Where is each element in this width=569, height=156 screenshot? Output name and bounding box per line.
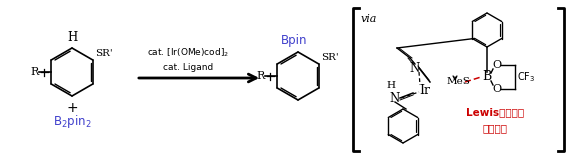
Text: R: R — [30, 67, 38, 77]
Text: +: + — [66, 101, 78, 115]
Text: N: N — [410, 61, 420, 75]
Text: B$_2$pin$_2$: B$_2$pin$_2$ — [53, 114, 91, 131]
Text: CF$_3$: CF$_3$ — [517, 70, 535, 84]
Text: SR': SR' — [321, 53, 339, 62]
Text: R: R — [256, 71, 264, 81]
Text: 相互作用: 相互作用 — [483, 123, 508, 133]
Text: H: H — [67, 31, 77, 44]
Text: N: N — [390, 92, 400, 105]
Text: SR': SR' — [95, 49, 113, 58]
Text: via: via — [361, 14, 377, 24]
Text: H: H — [386, 81, 395, 90]
Text: MeS: MeS — [447, 78, 471, 86]
Text: O: O — [492, 60, 501, 70]
Text: cat. [Ir(OMe)cod]$_2$: cat. [Ir(OMe)cod]$_2$ — [147, 47, 229, 59]
Text: Lewis酸－塩基: Lewis酸－塩基 — [466, 107, 524, 117]
Text: Bpin: Bpin — [281, 34, 307, 47]
Text: B: B — [483, 71, 492, 83]
Text: Ir: Ir — [419, 83, 431, 97]
Text: O: O — [492, 84, 501, 94]
Text: cat. Ligand: cat. Ligand — [163, 63, 213, 71]
